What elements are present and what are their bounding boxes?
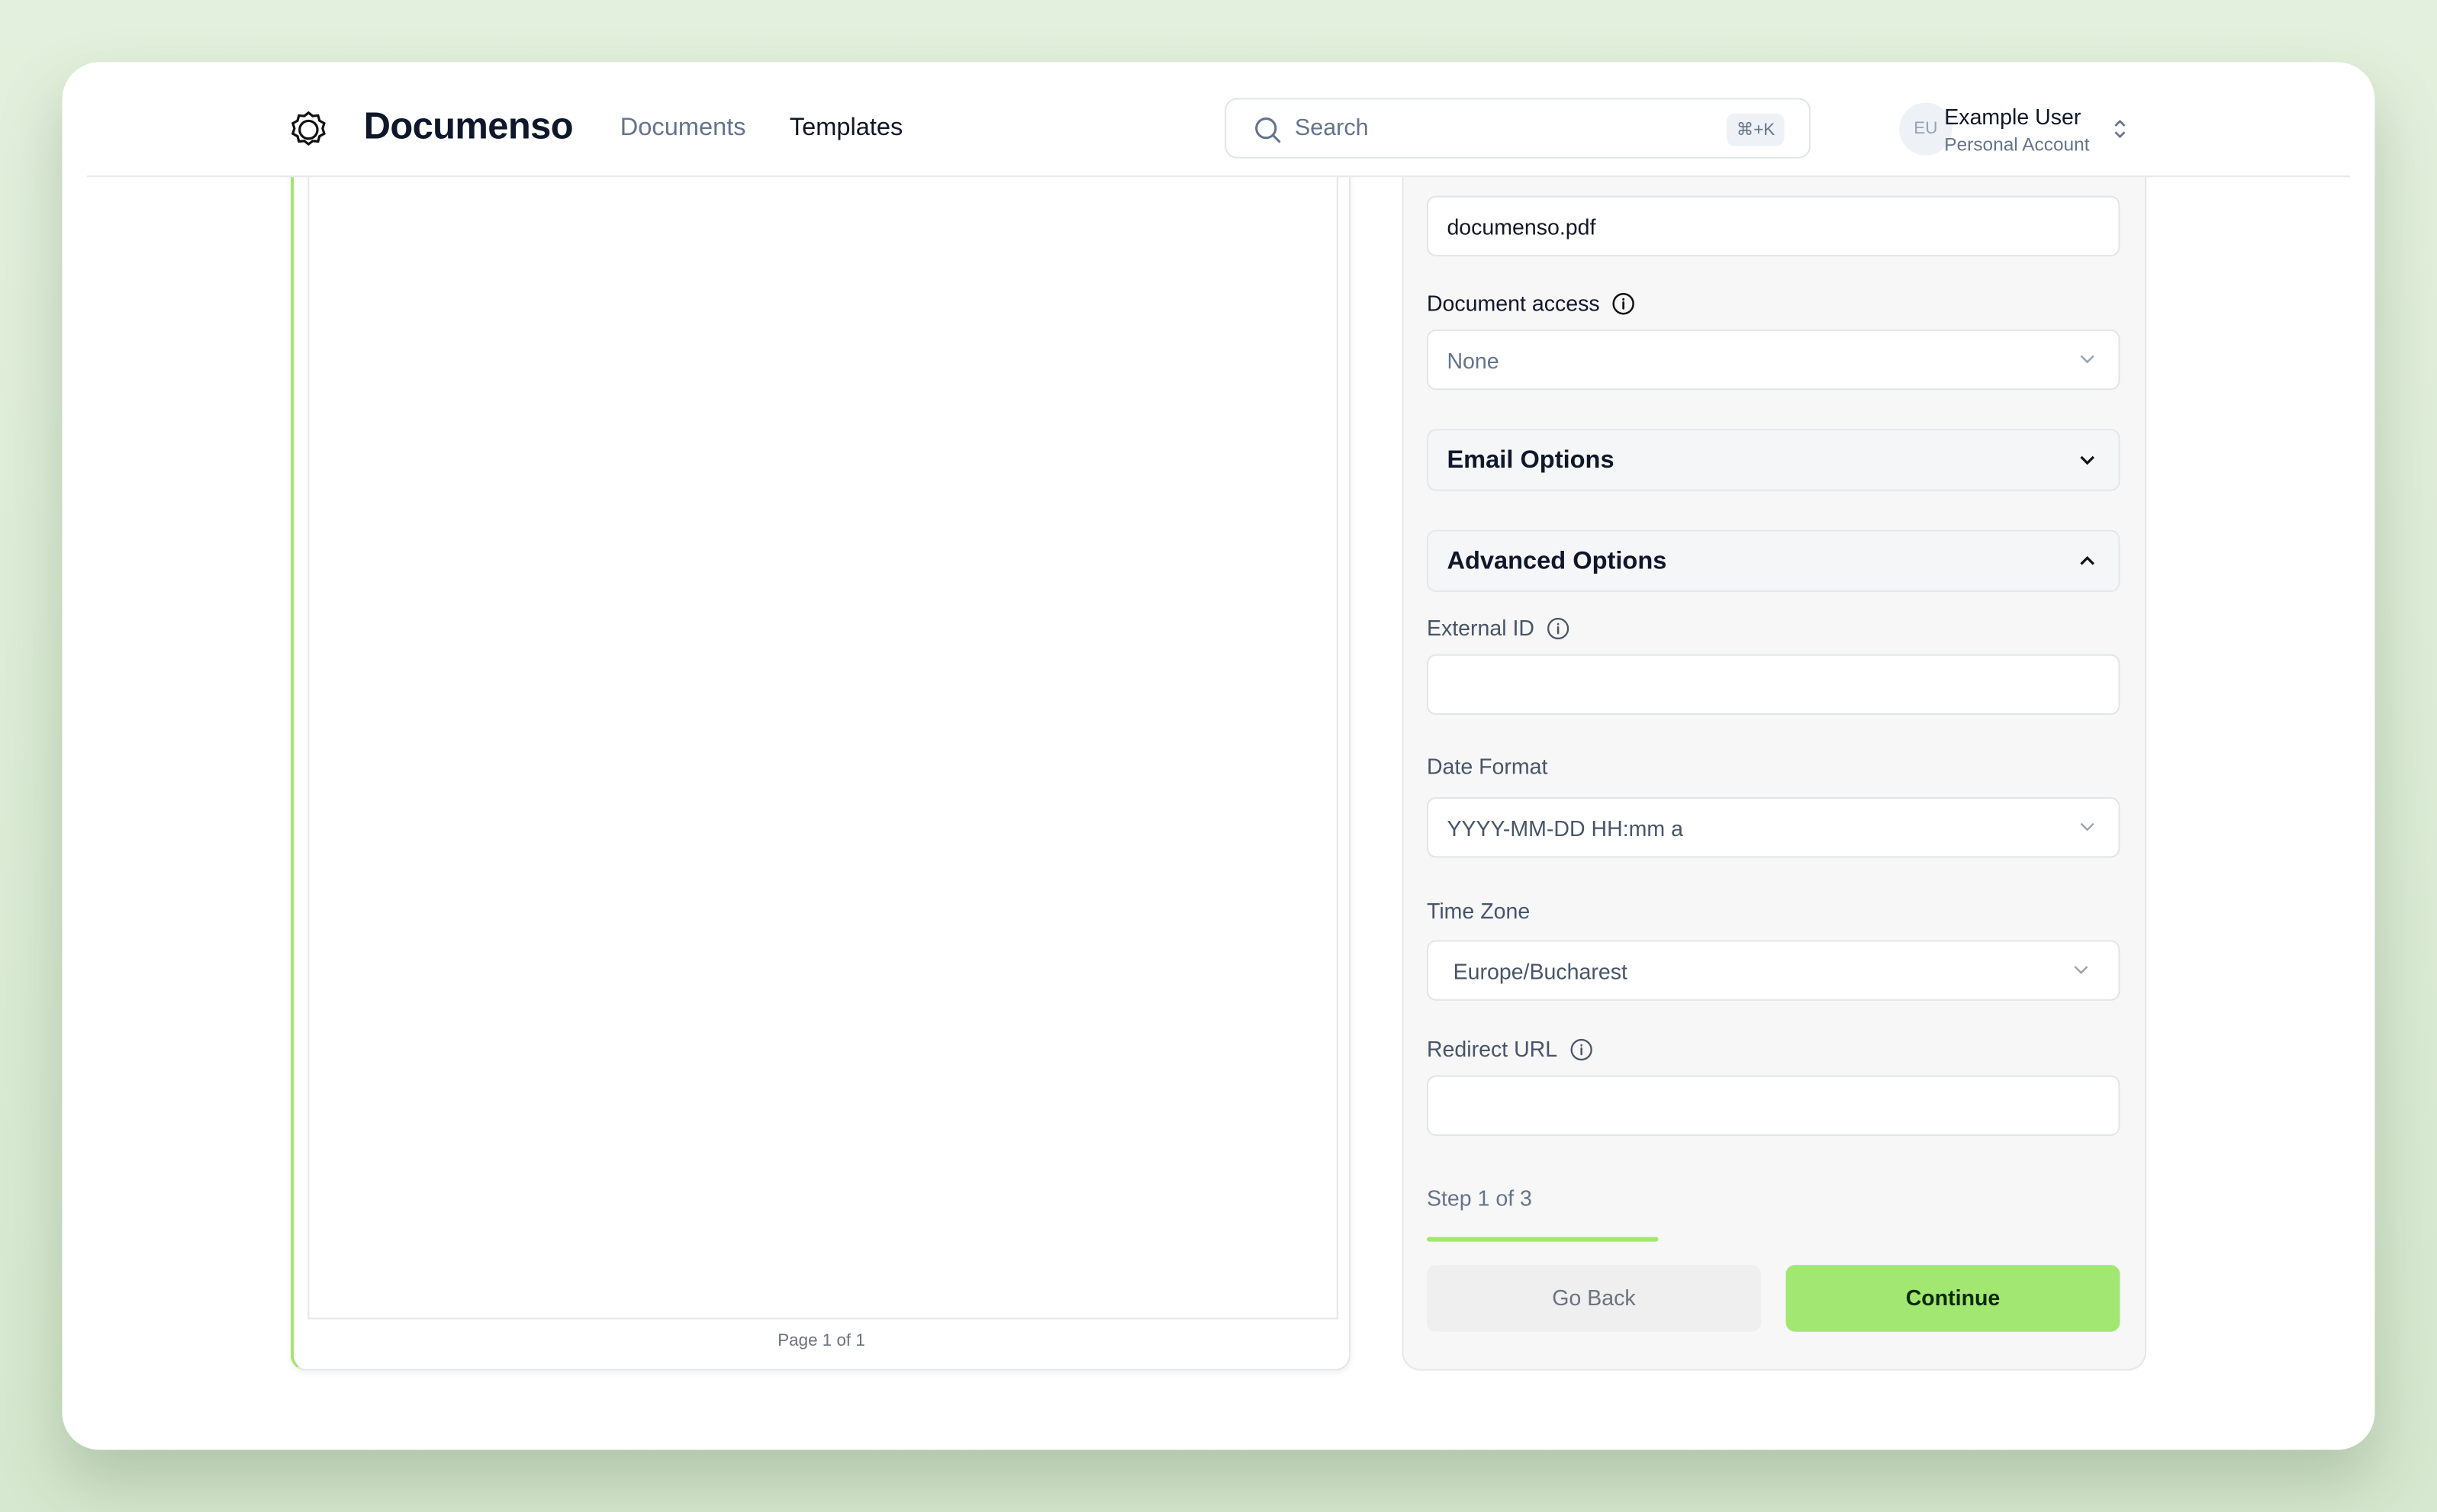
chevron-down-icon (2074, 966, 2088, 974)
document-access-value: None (1447, 348, 1499, 373)
top-navbar: Documenso Documents Templates Search ⌘+K… (87, 62, 2350, 178)
continue-button[interactable]: Continue (1785, 1265, 2120, 1332)
title-input[interactable]: documenso.pdf (1426, 195, 2120, 257)
go-back-button[interactable]: Go Back (1426, 1265, 1761, 1332)
chevron-down-icon (2080, 822, 2094, 832)
date-format-value: YYYY-MM-DD HH:mm a (1447, 816, 1683, 841)
nav-documents[interactable]: Documents (620, 114, 746, 142)
documenso-logo-icon (291, 111, 326, 146)
nav-templates[interactable]: Templates (789, 114, 903, 142)
email-options-label: Email Options (1447, 447, 1614, 475)
advanced-options-label: Advanced Options (1447, 549, 1667, 575)
document-preview: Page 1 of 1 (290, 155, 1351, 1371)
chevron-up-icon (2080, 555, 2094, 565)
search-icon (1255, 117, 1281, 143)
chevrons-up-down-icon[interactable] (2110, 117, 2129, 142)
app-window: Page 1 of 1 documenso.pdf Document acces… (62, 62, 2375, 1450)
page-indicator: Page 1 of 1 (777, 1331, 865, 1351)
step-progress-fill (1426, 1237, 1658, 1242)
search-shortcut-badge: ⌘+K (1727, 113, 1785, 146)
document-access-select[interactable]: None (1426, 329, 2120, 391)
document-access-label-text: Document access (1426, 290, 1600, 316)
time-zone-select[interactable]: Europe/Bucharest (1426, 940, 2120, 1001)
settings-panel: documenso.pdf Document access None Email… (1402, 155, 2147, 1371)
step-progress-track (1426, 1237, 2120, 1242)
external-id-label-text: External ID (1426, 615, 1535, 641)
user-name[interactable]: Example User (1944, 104, 2081, 130)
info-icon[interactable] (1547, 617, 1570, 641)
account-type: Personal Account (1944, 134, 2090, 156)
advanced-options-accordion[interactable]: Advanced Options (1426, 529, 2120, 593)
search-input[interactable]: Search ⌘+K (1225, 98, 1811, 159)
chevron-down-icon (2080, 455, 2094, 465)
time-zone-value: Europe/Bucharest (1453, 958, 1627, 984)
avatar[interactable]: EU (1899, 102, 1952, 156)
email-options-accordion[interactable]: Email Options (1426, 429, 2120, 491)
date-format-label: Date Format (1426, 753, 1548, 779)
date-format-select[interactable]: YYYY-MM-DD HH:mm a (1426, 796, 2120, 858)
redirect-url-label: Redirect URL (1426, 1036, 1593, 1062)
brand-name: Documenso (363, 105, 574, 148)
time-zone-label: Time Zone (1426, 898, 1531, 923)
step-indicator: Step 1 of 3 (1426, 1185, 1532, 1211)
document-access-label: Document access (1427, 291, 1636, 316)
search-placeholder: Search (1294, 114, 1369, 142)
info-icon[interactable] (1569, 1038, 1593, 1062)
redirect-url-input[interactable] (1426, 1075, 2120, 1137)
chevron-down-icon (2080, 355, 2094, 364)
redirect-url-label-text: Redirect URL (1426, 1036, 1558, 1062)
info-icon[interactable] (1612, 292, 1636, 316)
external-id-label: External ID (1426, 615, 1570, 641)
external-id-input[interactable] (1426, 654, 2120, 716)
pdf-page (307, 156, 1338, 1320)
